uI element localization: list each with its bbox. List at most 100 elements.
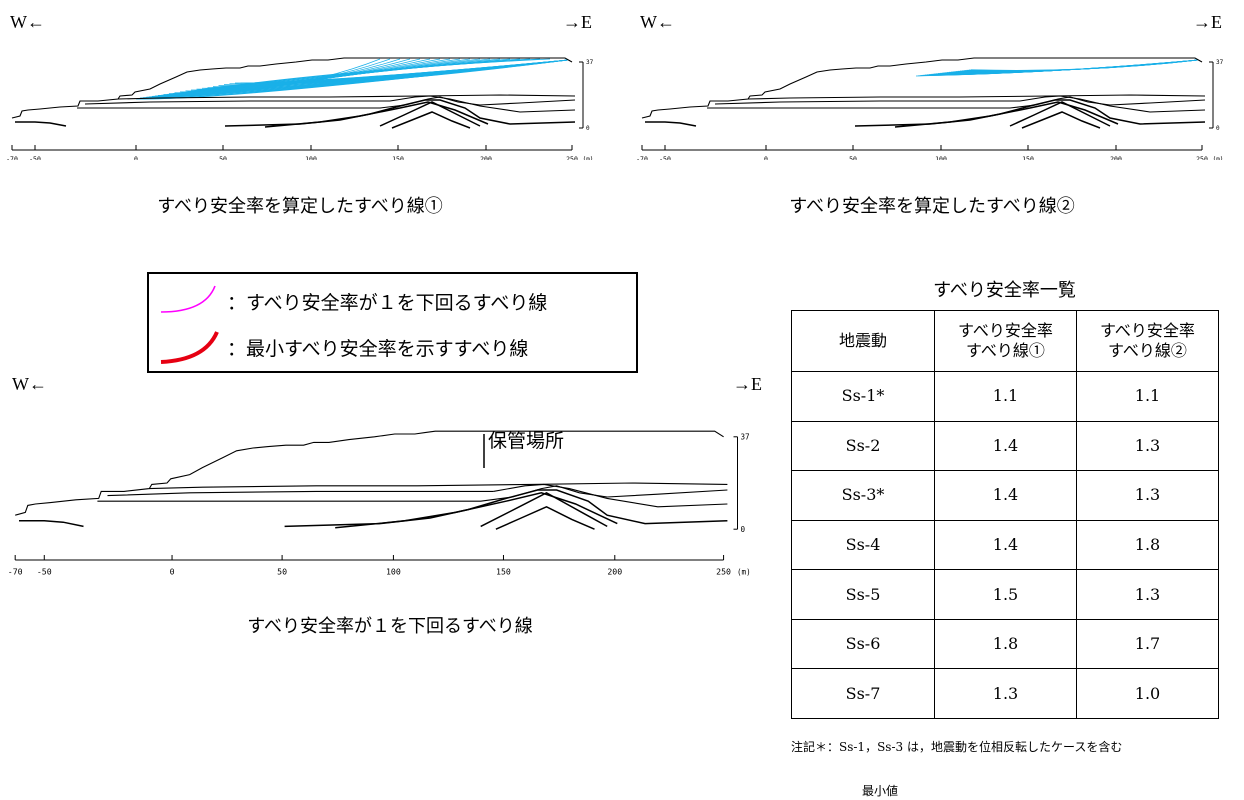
safety-factor-cell: 1.5: [934, 569, 1077, 620]
safety-factor-cell: 1.3: [1076, 470, 1219, 521]
slip-line-group-1: [135, 58, 569, 100]
caption-below-one: すべり安全率が１を下回るすべり線: [247, 616, 533, 637]
slip-line: [957, 59, 1199, 72]
west-direction-label-3: W←: [12, 374, 47, 394]
ground-layerB-line: [707, 96, 1206, 109]
safety-factor-cell: 1.8: [934, 618, 1077, 670]
legend-swatch-below-one: [160, 285, 216, 313]
x-axis-unit-label: (m): [1213, 156, 1224, 160]
ground-layerD-line: [284, 489, 728, 528]
ground-motion-cell: Ss-1*: [791, 371, 935, 422]
x-tick-label: 200: [607, 567, 622, 577]
table-header-row: 地震動 すべり安全率 すべり線① すべり安全率 すべり線②: [791, 310, 1219, 372]
ground-layerA-line: [117, 94, 576, 100]
ground-wedgeOuter-line: [480, 491, 608, 528]
ground-layerA-line: [149, 482, 728, 490]
table-row: Ss-2 1.4 1.3: [791, 420, 1219, 472]
legend-box: ：すべり安全率が１を下回るすべり線 ：最小すべり安全率を示すすべり線: [147, 272, 638, 373]
header-slip-line-1: すべり安全率 すべり線①: [934, 310, 1077, 372]
ground-layerB-line: [77, 96, 576, 109]
table-row: Ss-3* 1.4 1.3: [791, 470, 1219, 521]
ground-layerE-line: [264, 101, 489, 128]
west-direction-label-2: W←: [640, 12, 675, 32]
safety-factor-cell: 1.3: [934, 668, 1077, 719]
ground-layerA-line: [747, 94, 1206, 100]
x-axis-unit-label: (m): [583, 156, 594, 160]
ground-surface-line: [11, 57, 573, 119]
slip-line-section-diagram-2: -70 -50 0 50 100 150 200 250 (m) 37 0: [636, 57, 1224, 160]
ground-leftStub-line: [645, 121, 697, 127]
ground-layerE-line: [894, 101, 1119, 128]
x-tick-label: 250: [1196, 155, 1208, 160]
legend-swatches: [160, 285, 219, 364]
caption-slip-lines-2: すべり安全率を算定したすべり線②: [789, 196, 1075, 217]
east-direction-label-2: →E: [1193, 12, 1222, 32]
ground-layerB-line: [97, 485, 728, 502]
x-tick-label: 0: [134, 155, 138, 160]
ground-layerC-line: [389, 95, 576, 113]
ground-layerD-line: [854, 99, 1206, 127]
y-top-label: 37: [586, 59, 594, 66]
slip-line: [190, 58, 551, 92]
east-direction-label-3: →E: [733, 374, 762, 394]
table-footnote: 注記＊：Ss-1，Ss-3 は，地震動を位相反転したケースを含む: [791, 740, 1123, 754]
slip-line: [970, 59, 1199, 71]
ground-wedgeInner-line: [1021, 111, 1101, 129]
x-axis-unit-label: (m): [737, 568, 751, 577]
safety-factor-cell: 1.4: [934, 519, 1077, 571]
ground-layerD-line: [224, 99, 576, 127]
ground-wedgeInner-line: [391, 111, 471, 129]
x-tick-label: -70: [6, 155, 18, 160]
storage-location-label: 保管場所: [488, 430, 565, 452]
x-tick-label: 250: [716, 567, 731, 577]
x-tick-label: 0: [170, 567, 175, 577]
x-tick-label: -50: [37, 567, 52, 577]
ground-motion-cell: Ss-2: [791, 420, 935, 472]
table-row: Ss-6 1.8 1.7: [791, 618, 1219, 670]
x-tick-label: 100: [935, 155, 947, 160]
x-tick-label: 50: [277, 567, 287, 577]
table-row: Ss-1* 1.1 1.1: [791, 371, 1219, 422]
caption-slip-lines-1: すべり安全率を算定したすべり線①: [157, 196, 443, 217]
x-tick-label: 150: [1022, 155, 1034, 160]
y-top-label: 37: [1216, 59, 1224, 66]
safety-factor-cell: 1.3: [1076, 569, 1219, 620]
safety-factor-cell: 1.1: [1076, 371, 1219, 422]
ground-wedgeOuter-line: [1009, 101, 1111, 127]
header-slip-line-2: すべり安全率 すべり線②: [1076, 310, 1219, 372]
ground-surface-line: [15, 430, 724, 516]
x-tick-label: 150: [496, 567, 511, 577]
safety-factor-cell: 1.7: [1076, 618, 1219, 670]
slip-line-group-2: [915, 59, 1199, 77]
table-row: Ss-5 1.5 1.3: [791, 569, 1219, 620]
x-tick-label: 200: [480, 155, 492, 160]
ground-wedgeInner-line: [495, 505, 595, 530]
y-bottom-label: 0: [586, 125, 590, 132]
ground-motion-cell: Ss-3*: [791, 470, 935, 521]
ground-layerC-line: [1019, 95, 1206, 113]
ground-layerA2-line: [84, 100, 390, 105]
ground-motion-cell: Ss-4: [791, 519, 935, 571]
safety-factor-cell: 1.0: [1076, 668, 1219, 719]
x-tick-label: 150: [392, 155, 404, 160]
safety-factor-cell: 1.4: [934, 470, 1077, 521]
safety-factor-cell: 1.8: [1076, 519, 1219, 571]
x-tick-label: 100: [386, 567, 401, 577]
x-tick-label: 50: [219, 155, 227, 160]
west-direction-label-1: W←: [10, 12, 45, 32]
x-tick-label: -50: [29, 155, 41, 160]
safety-factor-cell: 1.4: [934, 420, 1077, 472]
x-tick-label: 50: [849, 155, 857, 160]
slip-line: [317, 59, 569, 84]
slip-line-section-diagram-1: -70 -50 0 50 100 150 200 250 (m) 37 0: [6, 57, 594, 160]
safety-factor-table-title: すべり安全率一覧: [933, 280, 1076, 301]
ground-surface-line: [641, 57, 1203, 119]
ground-motion-cell: Ss-7: [791, 668, 935, 719]
ground-layerA2-line: [714, 100, 1020, 105]
table-row: Ss-7 1.3 1.0: [791, 668, 1219, 719]
legend-item-minimum: ：最小すべり安全率を示すすべり線: [227, 338, 529, 360]
ground-layerC-line: [493, 483, 728, 508]
safety-factor-cell: 1.3: [1076, 420, 1219, 472]
legend-swatch-minimum: [160, 331, 219, 364]
x-tick-label: -50: [659, 155, 671, 160]
